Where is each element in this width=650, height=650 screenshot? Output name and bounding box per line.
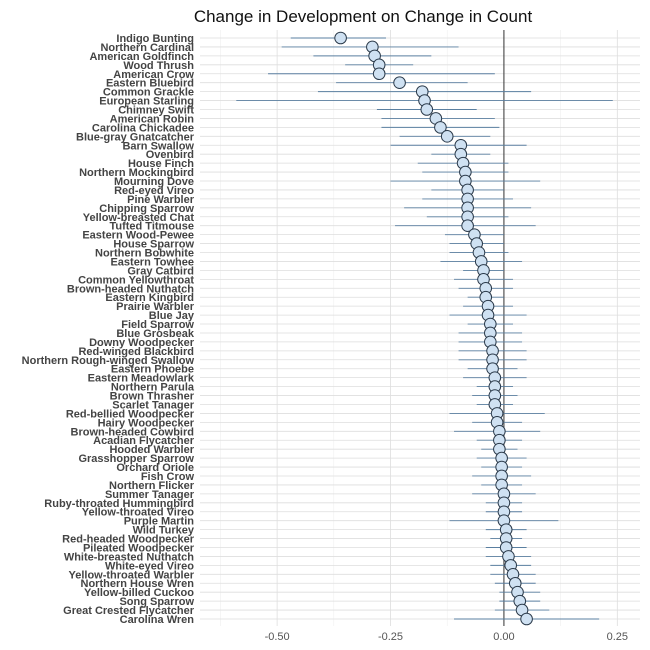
species-label: Pileated Woodpecker (83, 542, 195, 554)
species-label: White-breasted Nuthatch (64, 551, 194, 563)
species-label: Summer Tanager (105, 489, 195, 501)
x-tick-label: -0.50 (265, 631, 290, 643)
species-label: Red-eyed Vireo (114, 185, 194, 197)
species-label: Purple Martin (124, 516, 195, 528)
species-label: Carolina Chickadee (92, 122, 194, 134)
species-label: Northern Flicker (109, 480, 195, 492)
species-label: Common Grackle (103, 87, 194, 99)
species-label: Blue-gray Gnatcatcher (76, 131, 195, 143)
species-label: Tufted Titmouse (109, 221, 194, 233)
species-label: Mourning Dove (114, 176, 194, 188)
species-label: Northern Mockingbird (79, 167, 194, 179)
species-label: Brown-headed Cowbird (71, 426, 194, 438)
species-label: Pine Warbler (127, 194, 195, 206)
species-label: Eastern Meadowlark (88, 373, 195, 385)
species-label: Prairie Warbler (116, 301, 195, 313)
species-label: Downy Woodpecker (89, 337, 195, 349)
species-label: American Robin (110, 113, 195, 125)
species-label: Fish Crow (141, 471, 195, 483)
species-label: Orchard Oriole (116, 462, 194, 474)
species-label: Northern House Wren (81, 578, 195, 590)
grid (200, 30, 640, 626)
estimate-point (461, 219, 474, 233)
species-label: Blue Grosbeak (116, 328, 195, 340)
species-label: Northern Parula (111, 382, 195, 394)
species-label: Red-headed Woodpecker (62, 534, 195, 546)
species-label: White-eyed Vireo (105, 560, 194, 572)
species-label: Scarlet Tanager (112, 399, 194, 411)
species-label: Yellow-billed Cuckoo (84, 587, 194, 599)
species-label: Barn Swallow (122, 140, 194, 152)
estimate-point (440, 130, 454, 143)
species-label: Yellow-breasted Chat (83, 212, 195, 224)
x-tick-label: 0.00 (493, 631, 514, 643)
species-label: Carolina Wren (120, 614, 195, 626)
species-label: Great Crested Flycatcher (63, 605, 195, 617)
species-label: Wild Turkey (133, 525, 195, 537)
chart-title: Change in Development on Change in Count (194, 7, 533, 26)
confidence-intervals (236, 37, 613, 620)
species-label: Eastern Phoebe (111, 364, 194, 376)
estimate-point (372, 67, 386, 81)
species-label: Ruby-throated Hummingbird (44, 498, 194, 510)
species-label: European Starling (99, 96, 194, 108)
species-label: Northern Rough-winged Swallow (22, 355, 195, 367)
estimate-point (520, 612, 533, 626)
species-label: Eastern Kingbird (105, 292, 194, 304)
species-label: Eastern Bluebird (106, 78, 194, 90)
species-label: Wood Thrush (123, 60, 194, 72)
species-label: Blue Jay (149, 310, 195, 322)
species-label: Northern Cardinal (100, 42, 194, 54)
species-label: House Sparrow (113, 239, 194, 251)
species-label: Indigo Bunting (116, 33, 194, 45)
estimate-points (334, 31, 533, 626)
estimate-point (434, 121, 447, 134)
x-tick-label: 0.25 (607, 631, 628, 643)
estimate-point (393, 76, 406, 89)
species-label: Chimney Swift (118, 105, 194, 117)
species-label: Song Sparrow (119, 596, 194, 608)
species-label: Hooded Warbler (109, 444, 194, 456)
species-label: Brown Thrasher (110, 391, 195, 403)
species-label: Chipping Sparrow (99, 203, 194, 215)
species-label: Yellow-throated Vireo (82, 507, 195, 519)
x-tick-label: -0.25 (378, 631, 403, 643)
species-label: Red-winged Blackbird (78, 346, 194, 358)
species-label: Gray Catbird (127, 265, 194, 277)
species-label: American Crow (113, 69, 194, 81)
species-label: Red-bellied Woodpecker (66, 408, 195, 420)
species-label: Hairy Woodpecker (98, 417, 195, 429)
estimate-point (334, 31, 347, 45)
species-label: Brown-headed Nuthatch (67, 283, 194, 295)
species-label: American Goldfinch (89, 51, 194, 63)
species-label: Eastern Towhee (110, 256, 194, 268)
species-label: Eastern Wood-Pewee (82, 230, 194, 242)
x-axis-labels: -0.50 -0.25 0.00 0.25 (265, 631, 628, 643)
species-label: Grasshopper Sparrow (78, 453, 194, 465)
species-label: Field Sparrow (121, 319, 194, 331)
species-label: Northern Bobwhite (95, 248, 194, 260)
species-label: Acadian Flycatcher (93, 435, 195, 447)
estimate-point (420, 103, 434, 116)
species-label: Yellow-throated Warbler (68, 569, 194, 581)
species-label: House Finch (128, 158, 194, 170)
species-label: Common Yellowthroat (78, 274, 194, 286)
species-label: Ovenbird (146, 149, 194, 161)
